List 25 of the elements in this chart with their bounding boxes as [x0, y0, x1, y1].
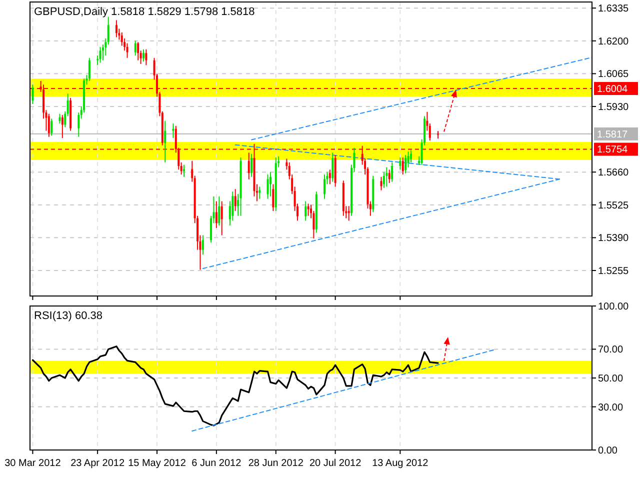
y-tick-label: 1.5660 [598, 168, 630, 179]
x-tick-label: 13 Aug 2012 [372, 458, 429, 469]
y-tick-label: 0.00 [598, 446, 618, 456]
x-tick-label: 15 May 2012 [128, 458, 186, 469]
x-tick-label: 30 Mar 2012 [4, 458, 62, 469]
y-tick-label: 1.5930 [598, 102, 630, 113]
y-tick-label: 1.6065 [598, 69, 630, 80]
ref-line-label: 1.6004 [597, 84, 628, 95]
y-tick-label: 1.5525 [598, 200, 630, 212]
y-tick-label: 100.00 [598, 302, 630, 312]
ref-line-label: 1.5754 [597, 144, 628, 156]
x-tick-label: 20 Jul 2012 [309, 458, 362, 469]
y-tick-label: 1.5255 [598, 266, 630, 277]
chart-title: RSI(13) 60.38 [34, 310, 102, 322]
ref-line-label: 1.5817 [597, 129, 628, 140]
chart-title: GBPUSD,Daily 1.5818 1.5829 1.5798 1.5818 [34, 6, 255, 18]
x-tick-label: 28 Jun 2012 [248, 458, 304, 469]
y-tick-label: 70.00 [598, 344, 624, 356]
y-tick-label: 30.00 [598, 402, 624, 414]
y-tick-label: 1.6335 [598, 4, 630, 15]
y-tick-label: 1.6200 [598, 36, 630, 48]
x-tick-label: 23 Apr 2012 [70, 458, 125, 469]
y-tick-label: 1.5390 [598, 233, 630, 244]
y-tick-label: 50.00 [598, 374, 624, 384]
x-tick-label: 6 Jun 2012 [192, 458, 242, 469]
